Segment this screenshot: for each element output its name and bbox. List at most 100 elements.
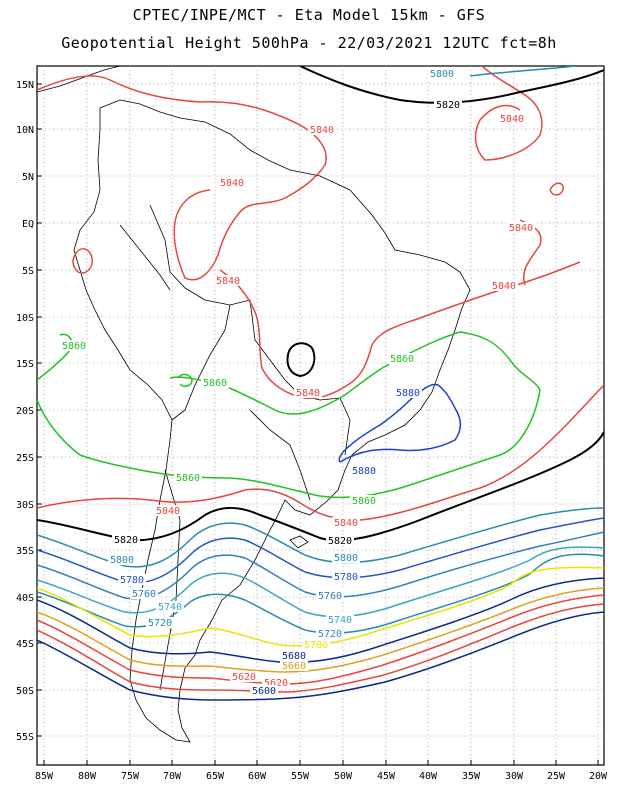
contour-5840-north <box>37 75 327 281</box>
contour-label-bg <box>130 588 158 599</box>
lon-label: 35W <box>462 771 481 782</box>
contour-label-bg <box>118 574 146 585</box>
contour-5840-small-cell <box>549 182 564 196</box>
contour-label-5780: 5780 <box>120 575 144 586</box>
contour-label-5820: 5820 <box>328 536 352 547</box>
contour-label-bg <box>388 353 416 364</box>
contour-label-5880: 5880 <box>396 388 420 399</box>
lat-label: 5S <box>22 266 34 277</box>
contour-label-bg <box>428 68 456 79</box>
contour-5840-south <box>37 384 604 521</box>
contour-label-5740: 5740 <box>328 615 352 626</box>
contour-label-bg <box>302 639 330 650</box>
contour-label-5720: 5720 <box>148 618 172 629</box>
contour-label-bg <box>350 465 378 476</box>
lon-label: 75W <box>121 771 140 782</box>
contour-label-5840: 5840 <box>509 223 533 234</box>
contour-label-5860: 5860 <box>390 354 414 365</box>
contour-5740 <box>37 546 604 618</box>
contour-label-5860: 5860 <box>62 341 86 352</box>
contour-label-bg <box>280 650 308 661</box>
lon-label: 40W <box>419 771 438 782</box>
contour-label-5600: 5600 <box>252 686 276 697</box>
contour-label-5820: 5820 <box>114 535 138 546</box>
contour-label-bg <box>230 671 258 682</box>
contour-label-bg <box>218 177 246 188</box>
contour-label-5800: 5800 <box>110 555 134 566</box>
contour-5860-south <box>37 331 541 499</box>
contour-label-bg <box>146 617 174 628</box>
contour-label-5840: 5840 <box>296 388 320 399</box>
lat-label: 10N <box>16 125 34 136</box>
contour-label-bg <box>201 377 229 388</box>
lon-label: 85W <box>35 771 54 782</box>
contour-5700 <box>37 566 604 647</box>
lon-label: 30W <box>505 771 524 782</box>
contour-label-bg <box>326 535 354 546</box>
lon-label: 80W <box>78 771 97 782</box>
contour-label-bg <box>394 387 422 398</box>
contour-5660 <box>37 587 604 673</box>
lat-label: 55S <box>16 732 34 743</box>
longitude-axis: 85W 80W 75W 70W 65W 60W 55W 50W 45W 40W 35W 30W 25W 2… <box>35 760 608 782</box>
lat-label: 15S <box>16 359 34 370</box>
contour-label-5840: 5840 <box>500 114 524 125</box>
lon-label: 60W <box>248 771 267 782</box>
contour-5620 <box>37 603 604 693</box>
contour-label-bg <box>214 275 242 286</box>
contour-label-5840: 5840 <box>310 125 334 136</box>
contour-label-bg <box>250 685 278 696</box>
lon-label: 45W <box>377 771 396 782</box>
contour-label-bg <box>280 660 308 671</box>
contour-5800-south <box>37 507 604 568</box>
contour-5860-small <box>177 373 193 387</box>
lat-label: 25S <box>16 453 34 464</box>
country-border-2 <box>119 224 171 291</box>
lat-label: 20S <box>16 406 34 417</box>
contour-5840-south-america <box>219 261 581 400</box>
lat-label: 5N <box>22 172 34 183</box>
contour-5840-atlantic <box>474 66 543 161</box>
contour-label-bg <box>156 601 184 612</box>
contour-5820-cell <box>286 342 316 378</box>
contour-label-5880: 5880 <box>352 466 376 477</box>
country-border-6 <box>159 469 181 691</box>
contour-label-bg <box>316 590 344 601</box>
lon-label: 50W <box>334 771 353 782</box>
lat-label: 35S <box>16 546 34 557</box>
contour-label-bg <box>60 340 88 351</box>
contour-label-5620: 5620 <box>232 672 256 683</box>
lat-label: 10S <box>16 313 34 324</box>
contour-label-bg <box>308 124 336 135</box>
lat-label: 40S <box>16 593 34 604</box>
map-title-line1: CPTEC/INPE/MCT - Eta Model 15km - GFS <box>132 6 486 24</box>
contour-label-bg <box>262 677 290 688</box>
contour-label-5700: 5700 <box>304 640 328 651</box>
contour-label-bg <box>332 517 360 528</box>
contour-label-5840: 5840 <box>334 518 358 529</box>
contour-label-bg <box>507 222 535 233</box>
contour-label-5620: 5620 <box>264 678 288 689</box>
central-america-coast <box>37 66 121 93</box>
contour-label-bg <box>332 552 360 563</box>
contour-label-5840: 5840 <box>220 178 244 189</box>
contour-label-5820: 5820 <box>436 100 460 111</box>
contour-label-5660: 5660 <box>282 661 306 672</box>
lat-label: EQ <box>22 219 34 230</box>
lon-label: 70W <box>163 771 182 782</box>
contour-label-bg <box>350 495 378 506</box>
lon-label: 20W <box>589 771 608 782</box>
contour-label-bg <box>316 628 344 639</box>
contour-label-5780: 5780 <box>334 572 358 583</box>
contour-5600 <box>37 611 604 701</box>
contour-label-5720: 5720 <box>318 629 342 640</box>
contour-label-5760: 5760 <box>132 589 156 600</box>
contour-5840-andes-cell <box>72 248 94 274</box>
contour-label-5740: 5740 <box>158 602 182 613</box>
lon-label: 25W <box>547 771 566 782</box>
contour-label-bg <box>294 387 322 398</box>
graticule <box>37 66 604 765</box>
lat-label: 50S <box>16 686 34 697</box>
contour-label-5840: 5840 <box>156 506 180 517</box>
